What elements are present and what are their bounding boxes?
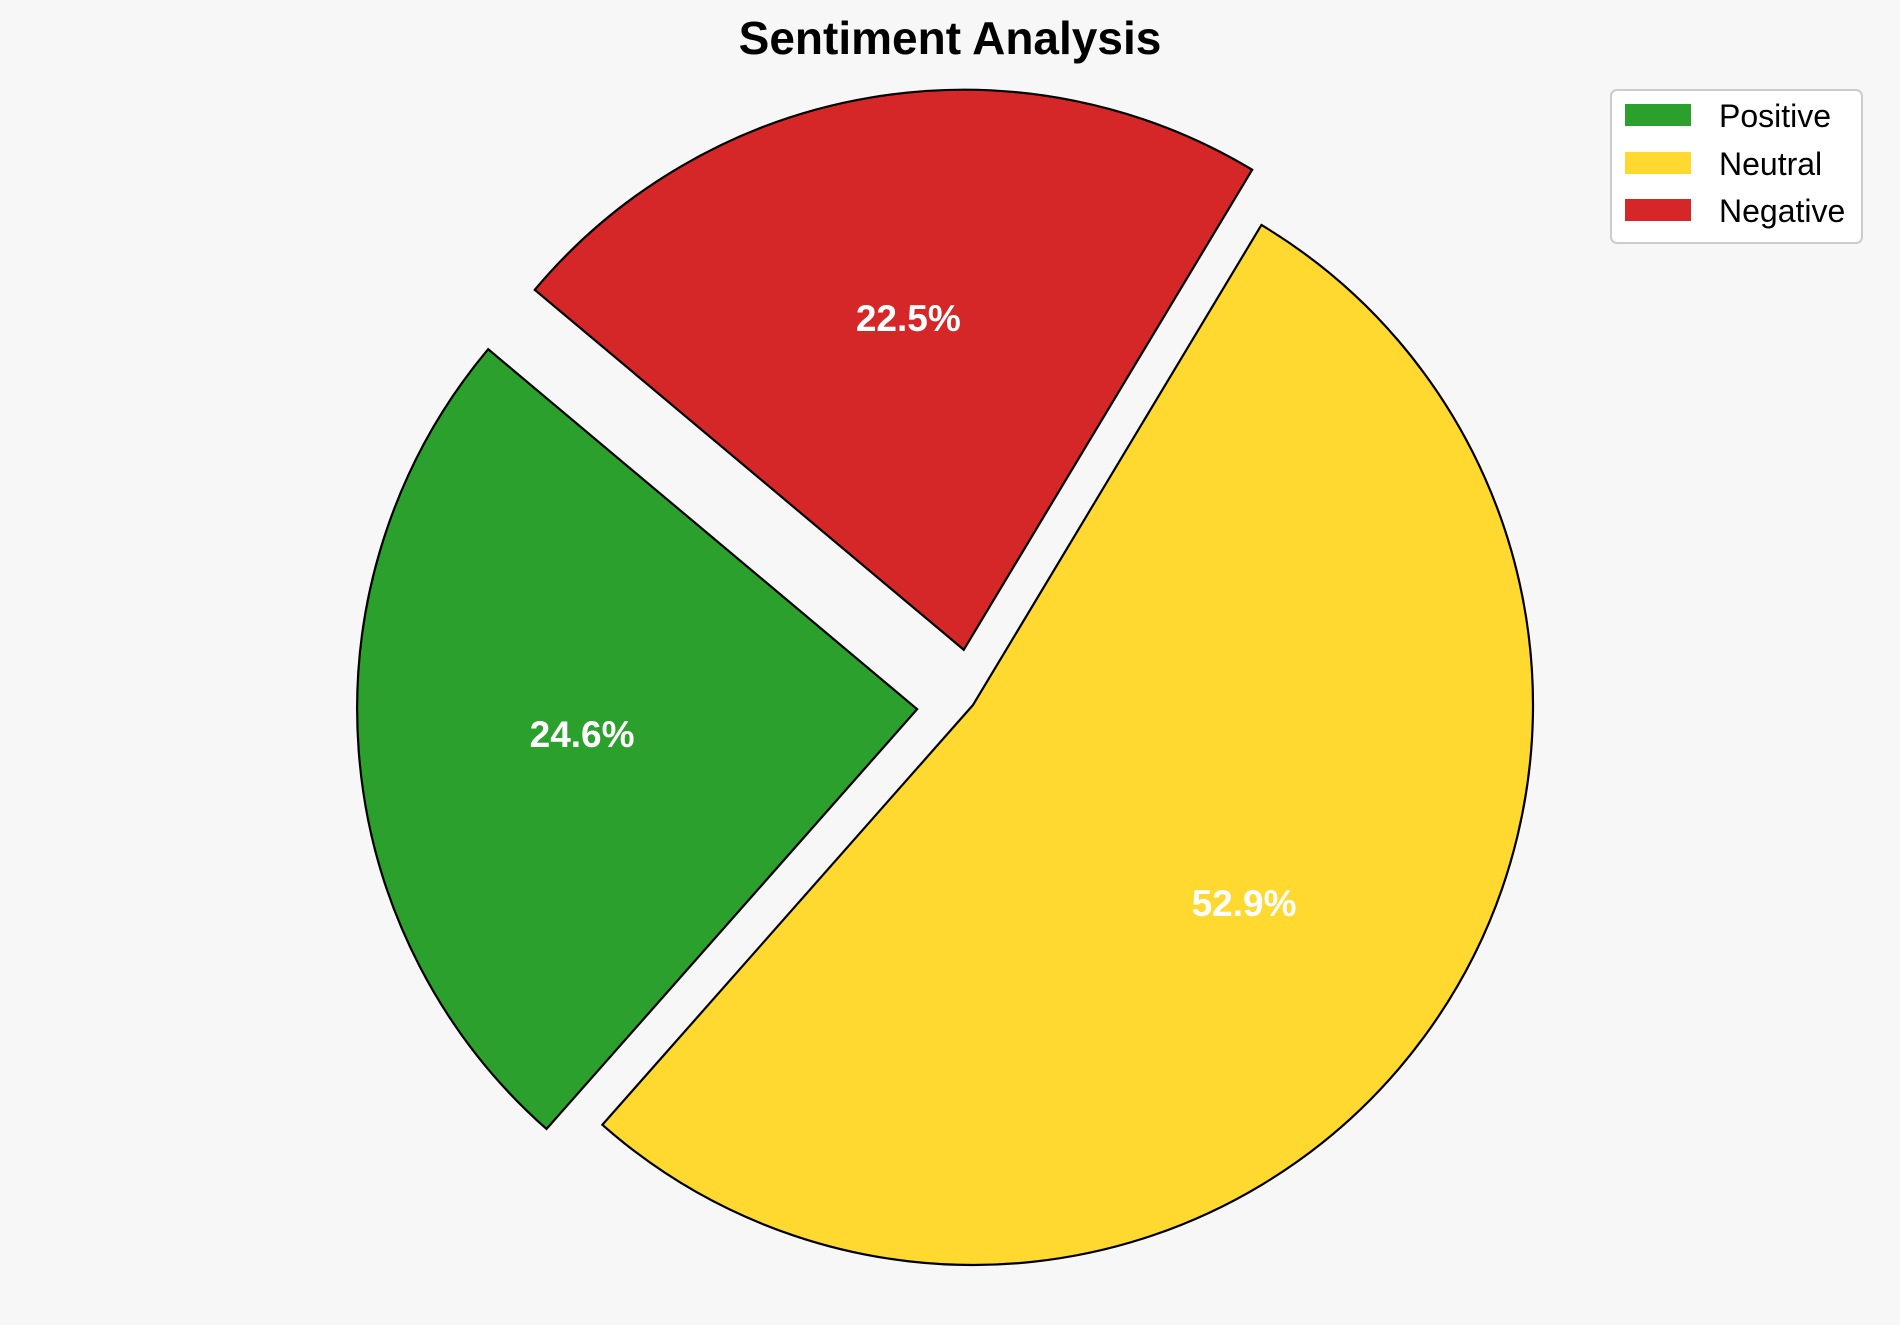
- pie-value-labels: 24.6% 52.9% 22.5%: [530, 298, 1297, 924]
- pie-slice-neutral: [600, 223, 1535, 1267]
- legend-label-positive: Positive: [1719, 98, 1831, 134]
- pie-slices: [356, 88, 1535, 1267]
- chart-title: Sentiment Analysis: [739, 12, 1162, 64]
- legend-swatch-positive: [1625, 104, 1691, 126]
- pie-label-negative: 22.5%: [856, 298, 961, 339]
- pie-slice-positive: [356, 347, 919, 1131]
- legend-swatch-negative: [1625, 199, 1691, 221]
- legend: Positive Neutral Negative: [1610, 89, 1863, 244]
- pie-slice-negative: [533, 88, 1254, 652]
- legend-label-neutral: Neutral: [1719, 146, 1822, 182]
- legend-label-negative: Negative: [1719, 193, 1845, 229]
- pie-label-neutral: 52.9%: [1192, 883, 1297, 924]
- legend-swatch-neutral: [1625, 152, 1691, 174]
- pie-label-positive: 24.6%: [530, 714, 635, 755]
